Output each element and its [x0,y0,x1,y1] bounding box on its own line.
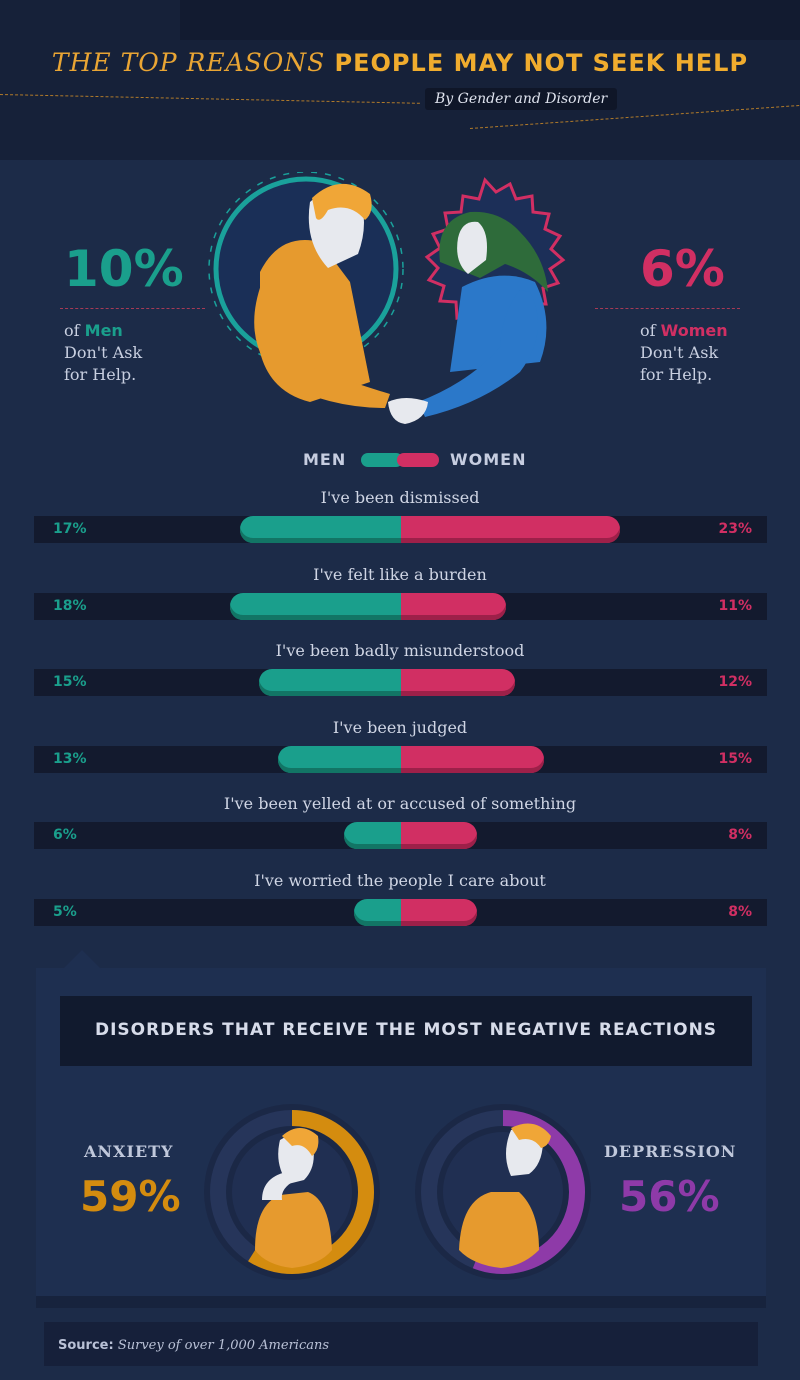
bar-category-label: I've been judged [332,717,468,737]
bar-category-label: I've felt like a burden [313,564,487,584]
women-bar [401,516,620,543]
subtitle: By Gender and Disorder [425,88,618,110]
men-bar [230,592,401,620]
woman-head [457,221,487,274]
disorders-title: DISORDERS THAT RECEIVE THE MOST NEGATIVE… [94,1020,718,1040]
title-part-1: THE TOP REASONS [51,48,326,77]
men-stat-prefix: of [64,321,80,340]
women-stat-line2: Don't Ask [640,343,719,362]
men-stat-divider [60,308,205,309]
women-stat: 6% of Women Don't Ask for Help. [640,240,770,386]
women-value-label: 11% [718,597,752,614]
men-value-label: 15% [53,674,87,690]
man-arm [254,282,390,408]
bar-category-label: I've been dismissed [320,488,480,507]
man-hair [312,183,372,220]
men-stat-line3: for Help. [64,365,137,384]
bar-category-label: I've worried the people I care about [254,870,546,890]
men-bar [353,898,401,926]
men-value-label: 18% [53,597,87,614]
page-title: THE TOP REASONS PEOPLE MAY NOT SEEK HELP [0,48,800,78]
anxiety-person-body [255,1192,332,1268]
women-value-label: 12% [718,674,752,690]
couple-illustration [208,172,566,424]
women-bar [401,898,477,926]
depression-person-hair [511,1123,551,1148]
men-circle-dash [208,172,404,367]
women-bar [401,669,515,696]
legend-women-label: WOMEN [450,450,527,469]
source-note: Source: Survey of over 1,000 Americans [58,1338,329,1353]
women-value-label: 23% [718,521,752,537]
legend-men-swatch [361,453,403,467]
source-label: Source: [58,1338,114,1353]
source-box: Source: Survey of over 1,000 Americans [44,1322,758,1366]
women-bar [401,592,506,620]
source-text: Survey of over 1,000 Americans [117,1338,330,1353]
women-stat-divider [595,308,740,309]
section-notch [62,950,102,970]
depression-label: DEPRESSION [604,1142,737,1161]
men-stat-value: 10% [64,240,184,298]
women-bar [401,745,544,773]
anxiety-person-hand [262,1172,296,1200]
anxiety-person-hair [282,1128,319,1156]
women-value-label: 8% [728,903,752,920]
chart-legend: MEN WOMEN [0,448,800,472]
hands-icon [388,398,428,424]
men-stat: 10% of Men Don't Ask for Help. [64,240,214,386]
women-stat-prefix: of [640,321,656,340]
women-stat-group: Women [660,321,728,340]
men-bar [344,822,401,849]
women-value-label: 8% [728,827,752,843]
bar-category-label: I've been badly misunderstood [275,641,525,660]
anxiety-value: 59% [80,1172,181,1221]
women-stat-value: 6% [640,240,725,298]
anxiety-label: ANXIETY [84,1142,174,1161]
disorders-banner: DISORDERS THAT RECEIVE THE MOST NEGATIVE… [60,996,752,1066]
women-stat-text: of Women Don't Ask for Help. [640,320,770,386]
women-value-label: 15% [718,750,752,767]
men-value-label: 17% [53,521,87,537]
woman-arm [418,290,538,417]
legend-women-swatch [397,453,439,467]
men-value-label: 5% [53,903,77,920]
depression-ring [415,1104,591,1280]
women-stat-line3: for Help. [640,365,713,384]
legend-men-label: MEN [303,450,347,469]
women-bar [401,822,477,849]
bar-category-label: I've been yelled at or accused of someth… [223,794,577,813]
anxiety-ring [204,1104,380,1280]
depression-person-body [459,1192,539,1268]
men-bar [258,669,401,696]
disorders-section-base [36,1296,766,1308]
men-value-label: 13% [53,750,87,767]
title-part-2: PEOPLE MAY NOT SEEK HELP [334,49,749,77]
depression-value: 56% [619,1172,720,1221]
men-bar [239,516,401,543]
men-stat-line2: Don't Ask [64,343,143,362]
men-stat-text: of Men Don't Ask for Help. [64,320,214,386]
header-shade [180,0,800,40]
men-stat-group: Men [84,321,123,340]
men-bar [277,745,401,773]
men-value-label: 6% [53,827,77,843]
